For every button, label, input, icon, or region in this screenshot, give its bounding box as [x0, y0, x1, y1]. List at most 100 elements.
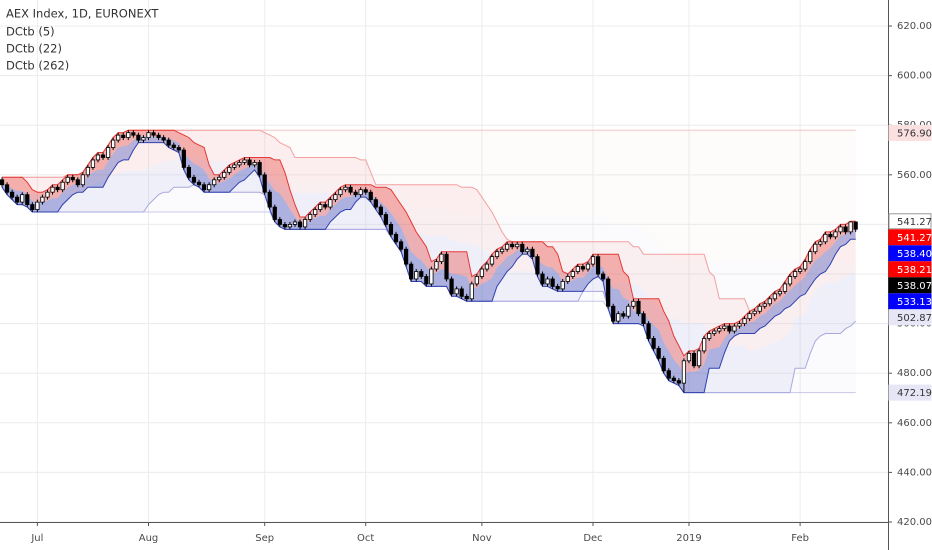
price-label: 472.19 [897, 388, 932, 399]
candle-body [459, 288, 464, 297]
candle-body [565, 276, 570, 282]
price-label-box [888, 309, 932, 326]
candle-body [414, 271, 419, 280]
candle-body [277, 219, 282, 225]
candle-body [434, 261, 439, 270]
candle-body [853, 221, 858, 230]
candle-body [499, 248, 505, 253]
candle-body [702, 338, 707, 352]
candle-body [262, 174, 267, 193]
candle-body [70, 176, 75, 181]
candle-body [681, 360, 687, 384]
price-label: 533.13 [897, 297, 932, 308]
price-label-box [888, 213, 932, 230]
candle-body [520, 243, 525, 253]
candle-body [191, 176, 197, 183]
candle-body [762, 303, 767, 307]
price-label-box [888, 124, 932, 141]
candle-body [196, 181, 202, 186]
candle-body [671, 377, 676, 382]
x-tick-label: Dec [583, 533, 602, 544]
candle-body [25, 194, 30, 205]
candle-body [30, 204, 35, 210]
candle-body [449, 278, 454, 295]
candle-body [838, 226, 843, 233]
candle-body [792, 271, 798, 277]
candle-body [757, 305, 762, 312]
y-tick-label: 600.00 [897, 71, 932, 82]
candle-body [126, 132, 131, 139]
candle-body [606, 278, 611, 307]
candle-body [545, 278, 550, 285]
candle-body [55, 186, 60, 191]
candle-body [560, 281, 565, 290]
candle-body [313, 209, 318, 215]
candle-body [424, 276, 429, 285]
candle-body [131, 132, 136, 136]
y-tick-label: 560.00 [897, 170, 932, 181]
candle-body [798, 268, 803, 272]
legend: AEX Index, 1D, EURONEXT DCtb (5) DCtb (22… [6, 7, 159, 73]
price-label: 541.27 [897, 217, 932, 228]
candle-body [767, 298, 772, 305]
candle-body [348, 186, 353, 193]
candle-body [676, 380, 681, 384]
candle-body [803, 261, 808, 270]
candle-body [469, 283, 474, 300]
candle-body [595, 256, 601, 275]
candle-body [105, 147, 111, 158]
candle-body [247, 159, 252, 166]
candle-body [530, 248, 535, 258]
candle-body [171, 144, 176, 148]
candle-body [580, 266, 586, 270]
candle-body [419, 271, 424, 277]
candle-body [439, 253, 444, 263]
candle-body [378, 206, 383, 215]
band-upper-line [2, 129, 856, 357]
candle-body [181, 149, 186, 168]
candle-body [570, 271, 575, 277]
candle-body [302, 219, 308, 228]
candle-body [90, 159, 96, 168]
candle-body [540, 273, 545, 285]
candle-body [292, 221, 298, 225]
candle-body [393, 233, 399, 243]
candle-body [505, 243, 510, 250]
price-label: 538.21 [897, 265, 932, 276]
candle-body [454, 288, 459, 295]
candle-body [601, 273, 606, 280]
candle-body [651, 338, 656, 349]
price-label-box [888, 384, 932, 401]
candle-body [373, 199, 378, 208]
candle-body [722, 325, 727, 329]
candle-body [515, 243, 520, 248]
candles [0, 130, 858, 393]
candle-body [358, 189, 363, 196]
band-lower-fill [2, 171, 856, 393]
band-upper-fill [2, 130, 856, 262]
candle-body [35, 201, 40, 210]
price-label: 538.40 [897, 249, 932, 260]
candle-body [146, 132, 151, 139]
candle-body [151, 132, 156, 136]
x-tick-label: Jul [30, 533, 43, 544]
candle-body [409, 263, 414, 280]
candle-body [267, 191, 272, 208]
candle-body [823, 233, 828, 243]
candle-body [0, 179, 5, 186]
candle-body [201, 184, 207, 191]
candle-body [550, 278, 555, 287]
candle-body [641, 313, 646, 325]
candle-body [611, 305, 616, 322]
candle-body [848, 221, 853, 233]
candle-body [85, 166, 90, 176]
candle-body [691, 352, 697, 367]
price-label-box [888, 229, 932, 246]
candle-body [742, 318, 747, 325]
y-tick-label: 480.00 [897, 368, 932, 379]
x-tick-label: Aug [139, 533, 159, 544]
candle-body [616, 313, 621, 322]
candle-body [116, 134, 121, 141]
candle-body [156, 134, 161, 139]
